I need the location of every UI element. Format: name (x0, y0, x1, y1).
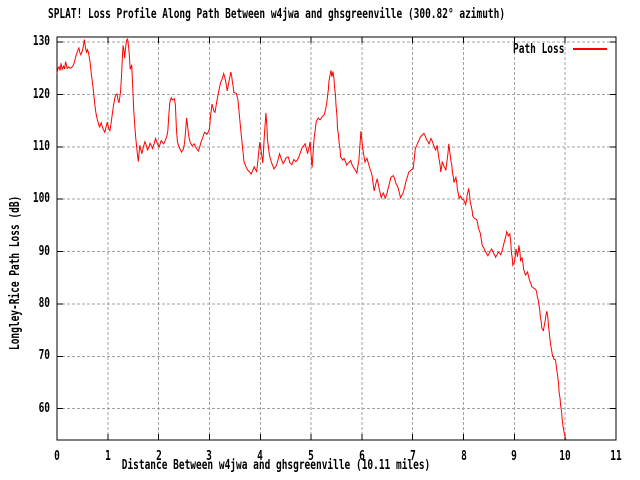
x-tick-label: 2 (155, 449, 162, 464)
x-tick-label: 7 (409, 449, 416, 464)
chart-title: SPLAT! Loss Profile Along Path Between w… (48, 7, 506, 22)
plot-frame (56, 36, 617, 441)
x-tick-label: 0 (54, 449, 60, 464)
y-tick-label: 130 (32, 34, 50, 50)
legend-label: Path Loss (512, 41, 564, 57)
x-tick-label: 1 (104, 449, 111, 464)
x-tick-label: 9 (511, 449, 518, 464)
x-tick-label: 8 (460, 449, 467, 464)
x-tick-label: 11 (610, 449, 622, 464)
x-tick-label: 3 (206, 449, 213, 464)
x-tick-label: 5 (308, 449, 314, 464)
y-tick-label: 100 (32, 191, 50, 207)
y-tick-label: 120 (32, 86, 50, 102)
y-tick-label: 90 (38, 243, 50, 259)
x-tick-label: 10 (559, 449, 571, 464)
legend-line-sample (573, 48, 607, 50)
path-loss-curve (56, 38, 567, 441)
legend: Path Loss (494, 41, 607, 57)
x-tick-label: 6 (359, 449, 365, 464)
y-tick-label: 60 (38, 400, 50, 416)
y-tick-label: 70 (38, 348, 50, 364)
y-tick-label: 80 (38, 295, 50, 311)
y-tick-label: 110 (32, 138, 50, 154)
x-tick-label: 4 (257, 449, 264, 464)
x-axis-label: Distance Between w4jwa and ghsgreenville… (121, 458, 431, 473)
